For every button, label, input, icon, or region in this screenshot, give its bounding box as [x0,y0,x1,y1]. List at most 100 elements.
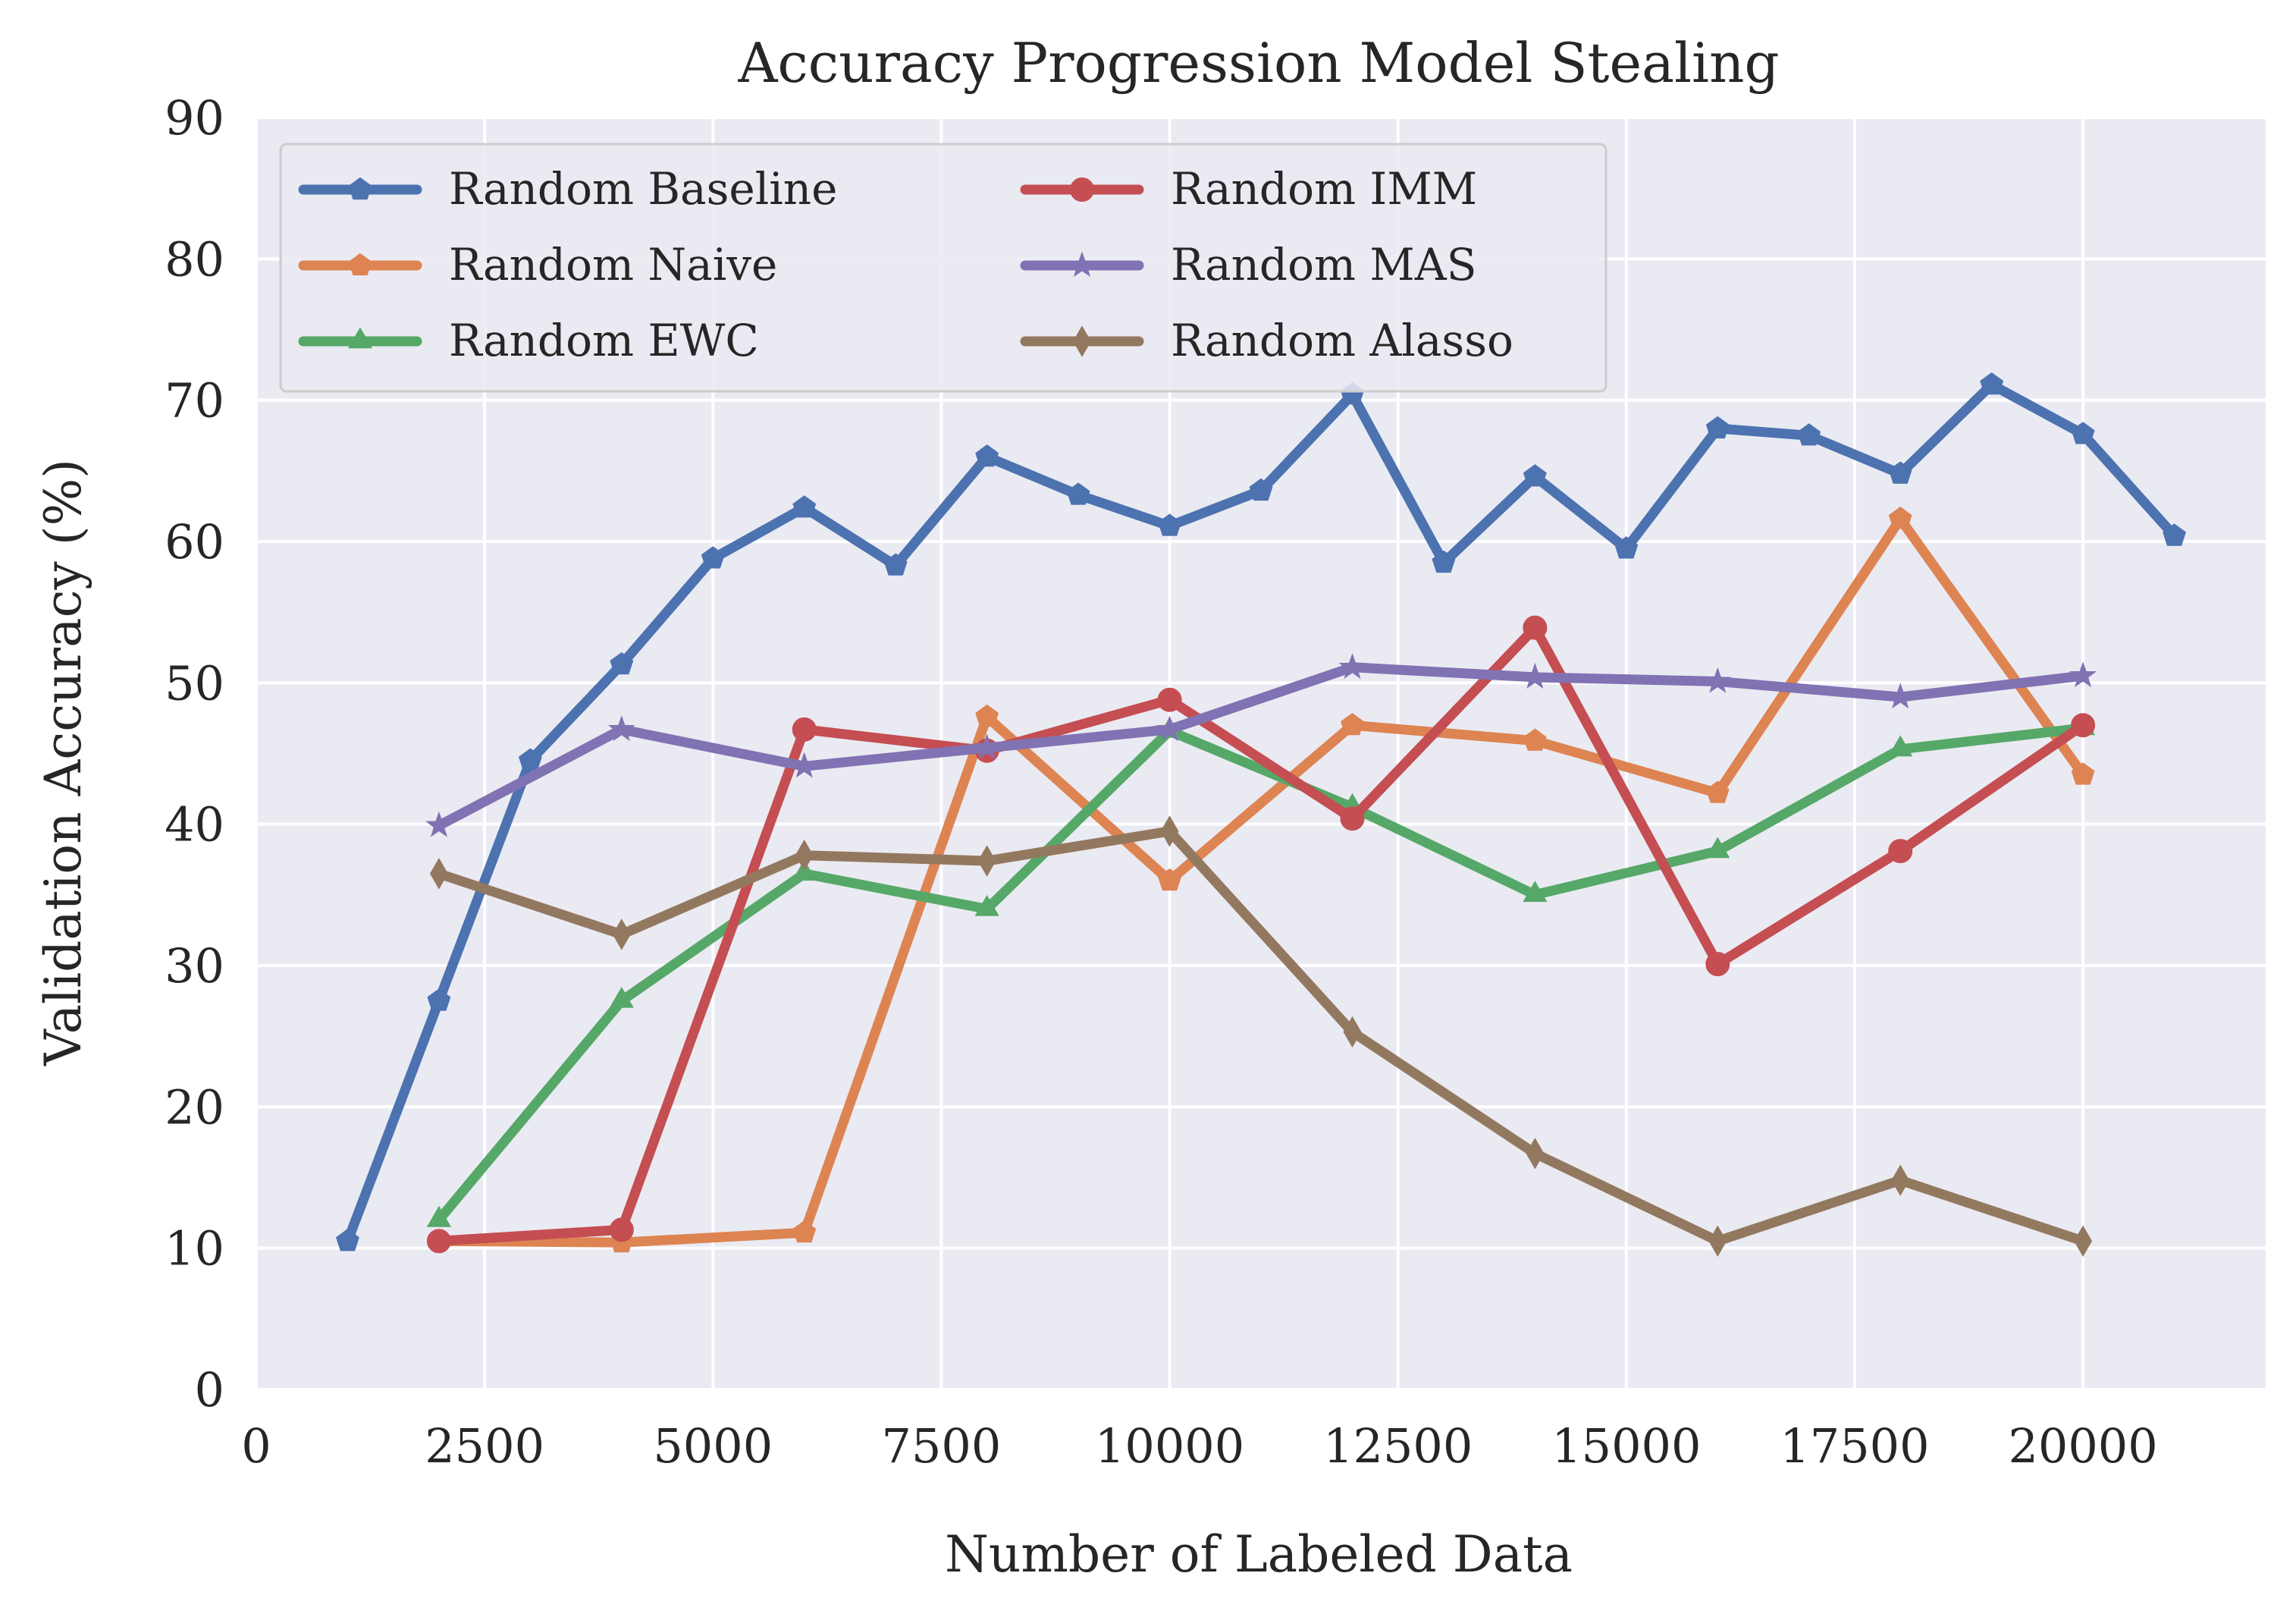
data-point [1156,715,1184,742]
data-point [1526,1138,1545,1170]
y-tick-label: 90 [165,90,224,146]
data-point [610,652,634,675]
legend-marker [347,327,373,349]
data-point [1523,728,1547,751]
data-point [1887,683,1915,709]
data-point [427,988,451,1011]
data-point [336,1229,359,1251]
x-tick-label: 0 [241,1418,271,1474]
x-tick-label: 7500 [882,1418,1002,1474]
x-axis-label: Number of Labeled Data [945,1525,1573,1584]
series-line [434,662,2088,830]
series-layer [336,372,2186,1257]
data-point [792,717,817,742]
data-point [1341,712,1364,736]
series-random-alasso [429,815,2093,1257]
legend-marker [348,253,372,276]
legend-label: Random Alasso [1171,315,1513,366]
data-point [1888,839,1913,864]
data-point [1888,506,1912,529]
series-random-mas [425,653,2097,837]
series-line [434,513,2088,1248]
data-point [1523,464,1547,487]
data-point [425,811,453,837]
data-point [609,987,634,1008]
x-tick-label: 20000 [2008,1418,2157,1474]
data-point [1980,372,2004,395]
x-tick-label: 15000 [1551,1418,1701,1474]
series-random-baseline [336,372,2186,1251]
x-tick-label: 5000 [653,1418,773,1474]
series-line [434,623,2088,1246]
x-tick-label: 2500 [425,1418,544,1474]
legend-marker [1068,251,1096,278]
data-point [883,553,908,576]
data-point [1891,1164,1910,1197]
y-tick-label: 10 [165,1221,224,1276]
y-tick-label: 60 [165,514,224,570]
data-point [2071,422,2095,444]
legend-item-random-naive: Random Naive [298,239,777,290]
data-point [790,752,818,778]
x-tick-label: 17500 [1780,1418,1929,1474]
data-point [701,546,725,569]
x-tick-labels: 0 2500 5000 7500 10000 12500 15000 17500 20000 [241,1418,2157,1474]
y-axis-label: Validation Accuracy (%) [34,459,93,1066]
data-point [1249,478,1273,501]
data-point [1523,615,1548,640]
chart-title: Accuracy Progression Model Stealing [737,31,1779,95]
data-point [2074,1225,2093,1257]
data-point [1158,513,1181,536]
data-point [429,858,448,890]
data-point [977,845,996,877]
legend-label: Random MAS [1171,239,1476,290]
y-tick-label: 30 [165,938,224,994]
data-point [1705,837,1730,859]
data-point [1797,423,1821,446]
y-tick-labels: 0 10 20 30 40 50 60 70 80 90 [165,90,224,1418]
data-point [1157,687,1182,712]
legend-marker [1073,325,1091,357]
data-point [612,918,631,950]
legend: Random Baseline Random Naive Random EWC Ran… [279,143,1608,393]
y-tick-label: 70 [165,373,224,429]
legend-label: Random Naive [449,239,777,290]
data-point [2071,762,2095,785]
y-tick-label: 0 [195,1362,224,1418]
data-point [1708,1225,1727,1257]
data-point [426,1205,451,1227]
y-tick-label: 50 [165,655,224,711]
data-point [1705,780,1730,803]
legend-item-random-mas: Random MAS [1020,239,1476,290]
data-point [609,1217,634,1242]
data-point [1066,482,1090,505]
data-point [1343,1016,1362,1048]
data-point [2069,661,2097,688]
data-point [1523,881,1548,903]
data-point [1704,667,1732,693]
data-point [426,1229,451,1254]
y-tick-label: 20 [165,1079,224,1135]
x-tick-label: 12500 [1323,1418,1473,1474]
legend-item-random-alasso: Random Alasso [1020,315,1513,366]
series-line [434,723,2088,1225]
data-point [792,1220,817,1243]
data-point [1432,550,1456,573]
x-tick-label: 10000 [1095,1418,1244,1474]
data-point [975,704,999,727]
data-point [974,895,999,916]
legend-marker [1070,177,1094,202]
data-point [1340,806,1365,831]
legend-box [279,143,1608,393]
series-line [434,826,2088,1246]
data-point [1338,653,1366,680]
data-point [607,715,635,742]
data-point [795,839,814,871]
data-point [1160,815,1179,847]
legend-item-random-imm: Random IMM [1020,163,1477,215]
data-point [1888,461,1912,484]
legend-label: Random IMM [1171,163,1477,215]
y-tick-label: 80 [165,231,224,287]
legend-item-random-baseline: Random Baseline [298,163,837,215]
